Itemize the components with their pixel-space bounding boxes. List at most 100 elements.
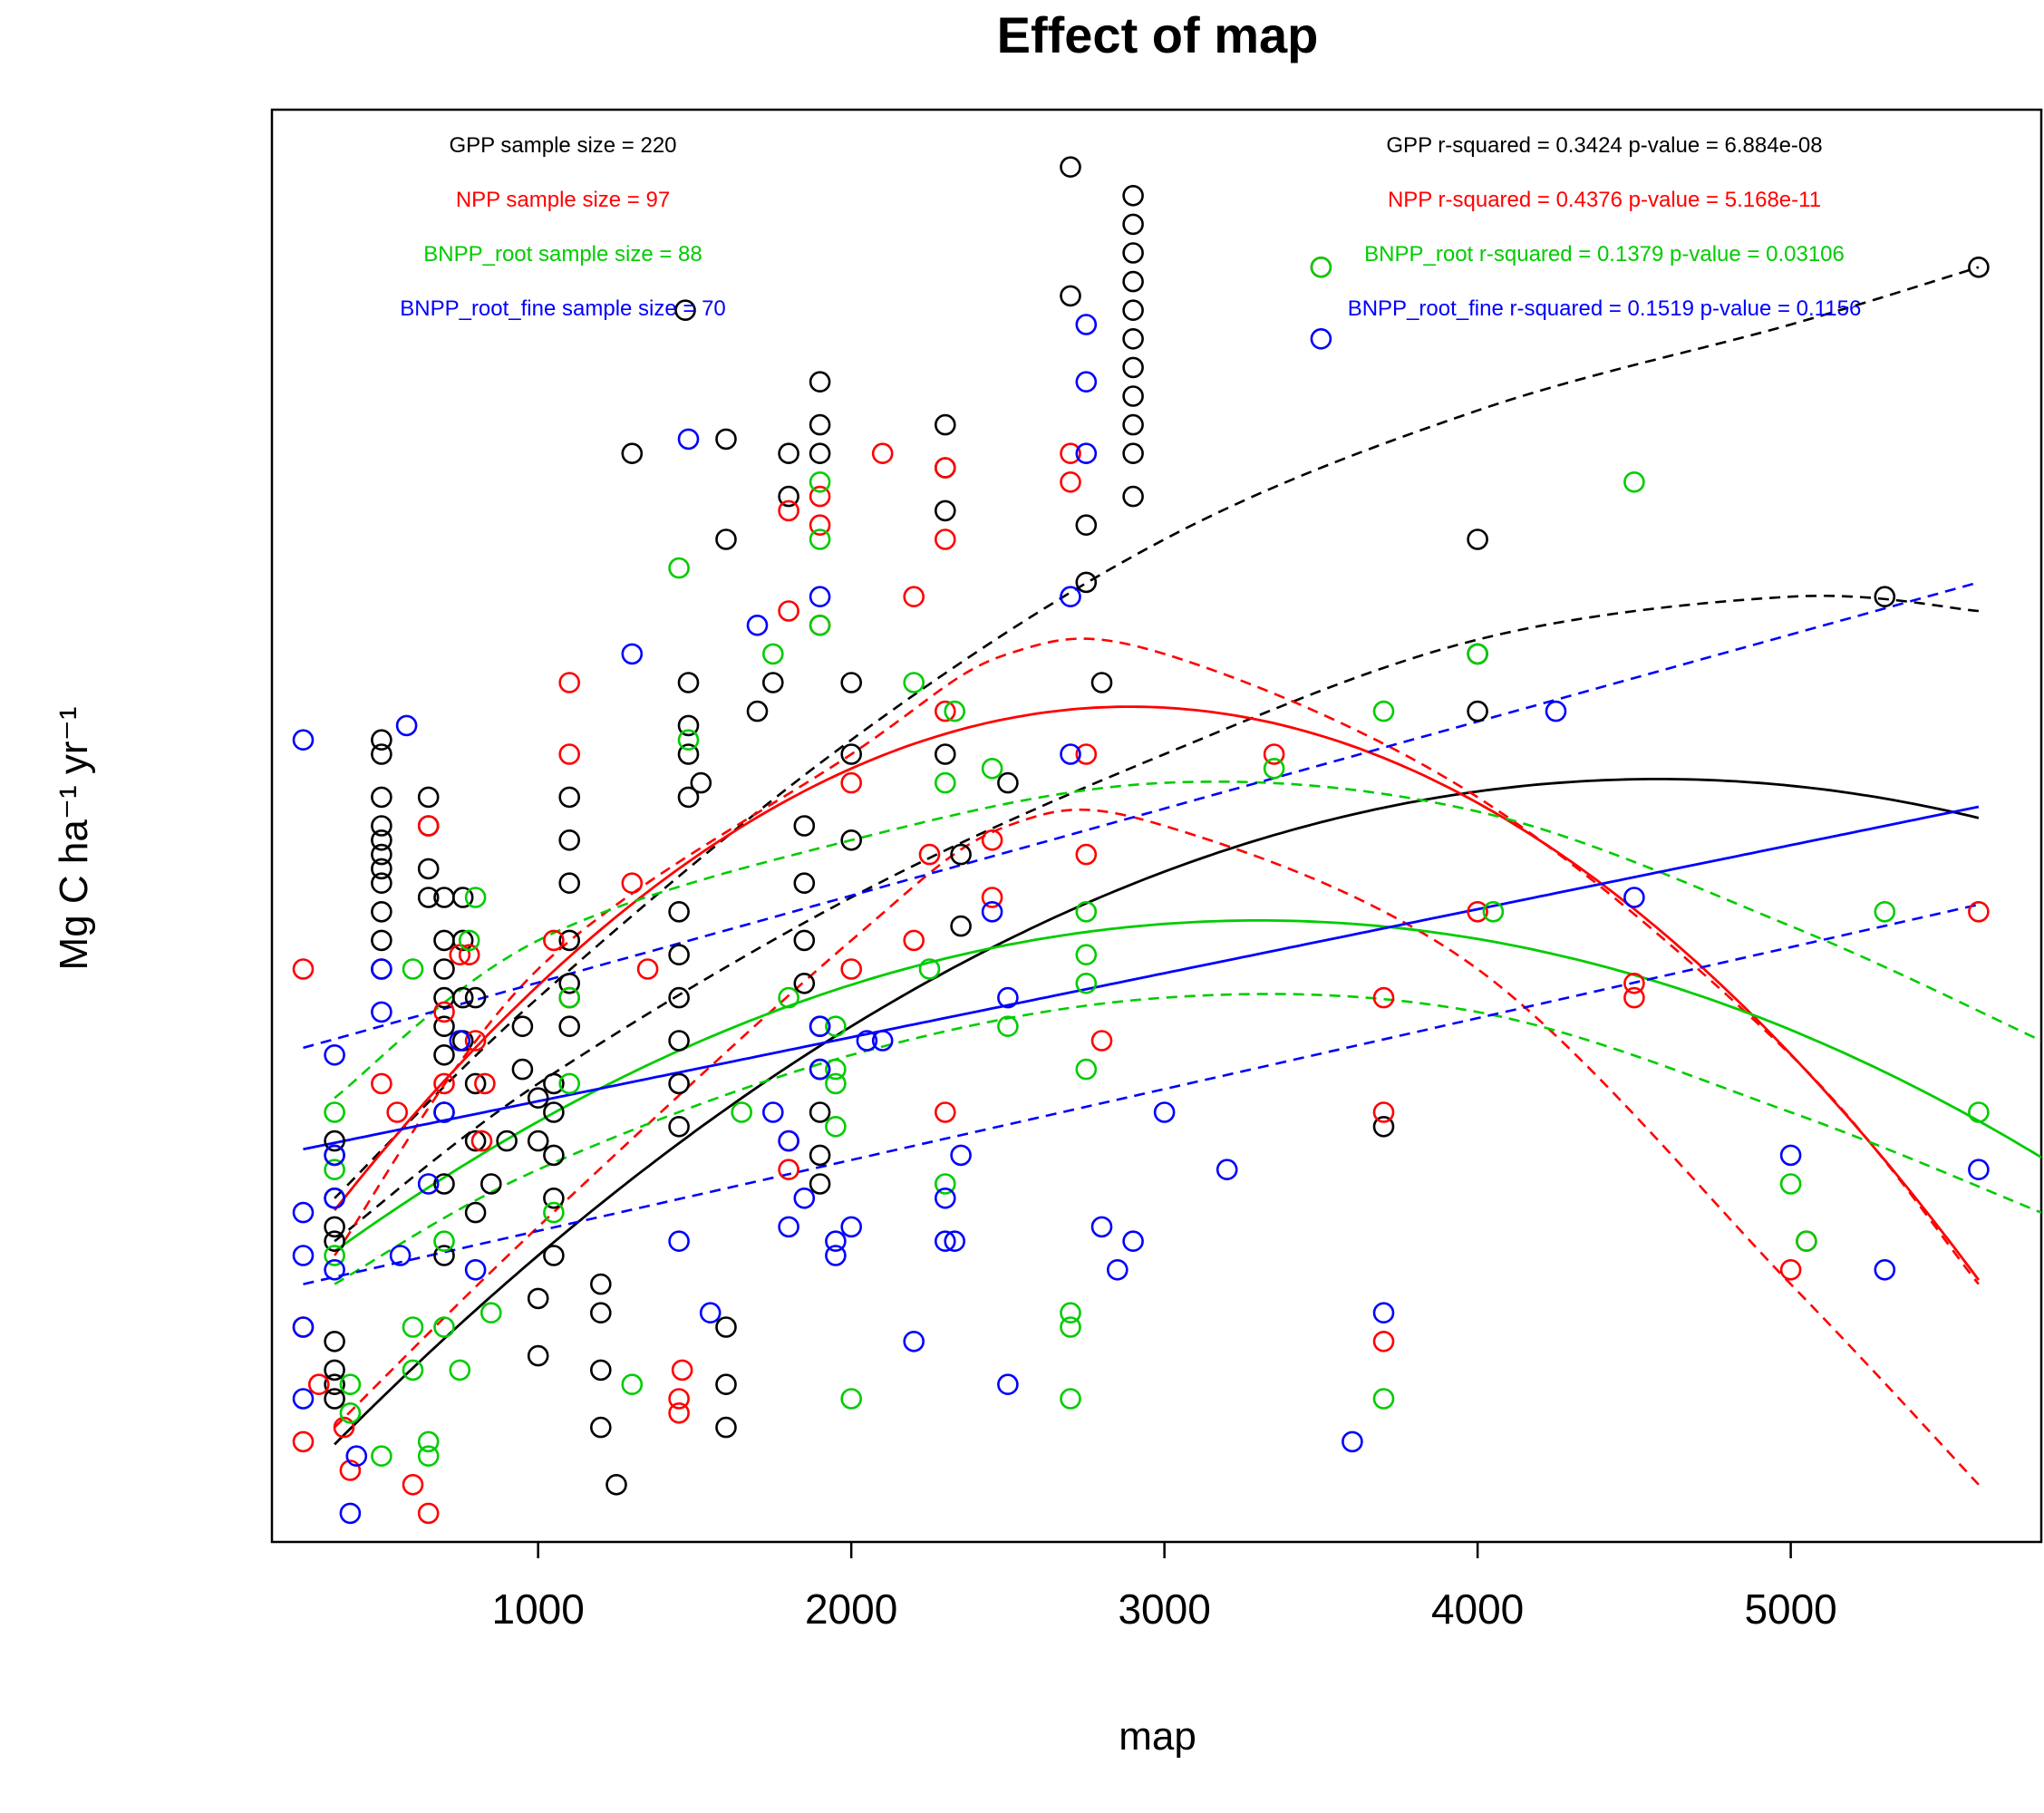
point-GPP: [935, 499, 956, 522]
point-NPP: [935, 457, 956, 479]
point-BNPP_root: [778, 986, 799, 1009]
point-BNPP_root: [1060, 1316, 1081, 1338]
x-axis: 1000 2000 3000 4000 5000: [491, 1542, 1837, 1633]
point-BNPP_root_fine: [778, 1129, 799, 1152]
point-BNPP_root: [558, 1072, 581, 1095]
point-GPP: [527, 1087, 549, 1109]
point-GPP: [527, 1344, 549, 1367]
point-BNPP_root_fine: [292, 1201, 315, 1224]
point-NPP: [668, 1388, 690, 1410]
point-GPP: [417, 858, 440, 880]
point-NPP: [1467, 900, 1488, 923]
annotations: GPP sample size = 220 GPP r-squared = 0.3…: [400, 133, 1861, 321]
point-BNPP_root: [1372, 700, 1395, 722]
point-GPP: [715, 428, 737, 451]
point-BNPP_root: [935, 771, 956, 794]
point-GPP: [1122, 485, 1144, 508]
point-NPP: [1623, 986, 1645, 1009]
ci-lower-BNPP_root_fine: [303, 903, 1980, 1285]
point-NPP: [292, 958, 315, 980]
point-BNPP_root_fine: [371, 958, 392, 980]
point-BNPP_root_fine: [417, 1173, 440, 1195]
point-NPP: [1060, 442, 1081, 465]
point-GPP: [324, 1359, 345, 1382]
fit-stats-GPP: GPP r-squared = 0.3424 p-value = 6.884e-…: [1386, 133, 1822, 158]
point-GPP: [371, 743, 392, 765]
point-BNPP_root_fine: [1216, 1159, 1238, 1180]
point-BNPP_root: [825, 1116, 847, 1138]
point-NPP: [671, 1359, 693, 1382]
point-BNPP_root: [1075, 900, 1098, 923]
point-NPP: [558, 743, 581, 765]
point-GPP: [1122, 270, 1144, 293]
point-BNPP_root_fine: [292, 729, 315, 751]
fit-line-GPP: [334, 778, 1980, 1446]
point-GPP: [451, 986, 474, 1009]
point-GPP: [589, 1416, 612, 1439]
point-GPP: [1874, 586, 1896, 608]
point-BNPP_root: [480, 1302, 502, 1323]
point-GPP: [1122, 185, 1144, 207]
point-GPP: [1090, 672, 1113, 693]
point-NPP: [1372, 986, 1395, 1009]
y-axis-label: Mg C ha⁻¹ yr⁻¹: [52, 707, 96, 971]
point-BNPP_root_fine: [292, 1316, 315, 1338]
point-GPP: [417, 887, 440, 908]
point-GPP: [950, 843, 972, 866]
point-GPP: [371, 858, 392, 880]
point-NPP: [809, 485, 831, 508]
point-GPP: [1122, 242, 1144, 264]
point-GPP: [809, 1101, 831, 1123]
point-GPP: [778, 442, 799, 465]
point-GPP: [715, 1316, 737, 1338]
point-GPP: [324, 1331, 345, 1352]
point-BNPP_root_fine: [345, 1445, 368, 1467]
point-GPP: [674, 299, 696, 322]
point-GPP: [715, 1416, 737, 1439]
point-GPP: [371, 843, 392, 866]
point-GPP: [433, 1015, 455, 1037]
point-GPP: [1060, 285, 1081, 307]
point-GPP: [371, 729, 392, 751]
point-BNPP_root_fine: [677, 428, 700, 451]
sample-size-NPP: NPP sample size = 97: [456, 188, 670, 212]
point-GPP: [935, 413, 956, 436]
point-BNPP_root_fine: [903, 1331, 925, 1352]
point-GPP: [558, 1015, 581, 1037]
point-BNPP_root_fine: [621, 643, 644, 665]
point-GPP: [558, 872, 581, 895]
point-GPP: [1968, 256, 1990, 278]
fit-stats-NPP: NPP r-squared = 0.4376 p-value = 5.168e-…: [1388, 188, 1821, 212]
point-BNPP_root: [1372, 1388, 1395, 1410]
point-GPP: [793, 929, 816, 952]
point-BNPP_root: [761, 643, 784, 665]
point-BNPP_root: [944, 700, 965, 722]
point-BNPP_root: [981, 757, 1003, 780]
point-BNPP_root_fine: [324, 1044, 345, 1066]
point-GPP: [1122, 213, 1144, 236]
point-NPP: [621, 872, 644, 895]
point-NPP: [778, 1159, 799, 1180]
point-BNPP_root: [1075, 1058, 1098, 1081]
data-points: [292, 156, 1990, 1525]
point-GPP: [1467, 700, 1488, 722]
point-GPP: [668, 944, 690, 965]
point-BNPP_root_fine: [997, 1373, 1019, 1395]
point-NPP: [840, 771, 863, 794]
point-NPP: [1372, 1101, 1395, 1123]
point-GPP: [690, 771, 712, 794]
point-BNPP_root_fine: [395, 714, 418, 737]
point-BNPP_root_fine: [1060, 586, 1081, 608]
point-NPP: [935, 1101, 956, 1123]
point-BNPP_root_fine: [825, 1230, 847, 1252]
point-NPP: [871, 442, 894, 465]
point-BNPP_root_fine: [1623, 887, 1645, 908]
point-GPP: [793, 973, 816, 994]
point-NPP: [1060, 470, 1081, 493]
point-BNPP_root_fine: [1107, 1259, 1129, 1281]
point-GPP: [543, 1245, 565, 1266]
point-BNPP_root_fine: [1153, 1101, 1176, 1123]
point-GPP: [809, 442, 831, 465]
x-tick-label: 1000: [491, 1585, 584, 1633]
point-GPP: [677, 714, 700, 737]
